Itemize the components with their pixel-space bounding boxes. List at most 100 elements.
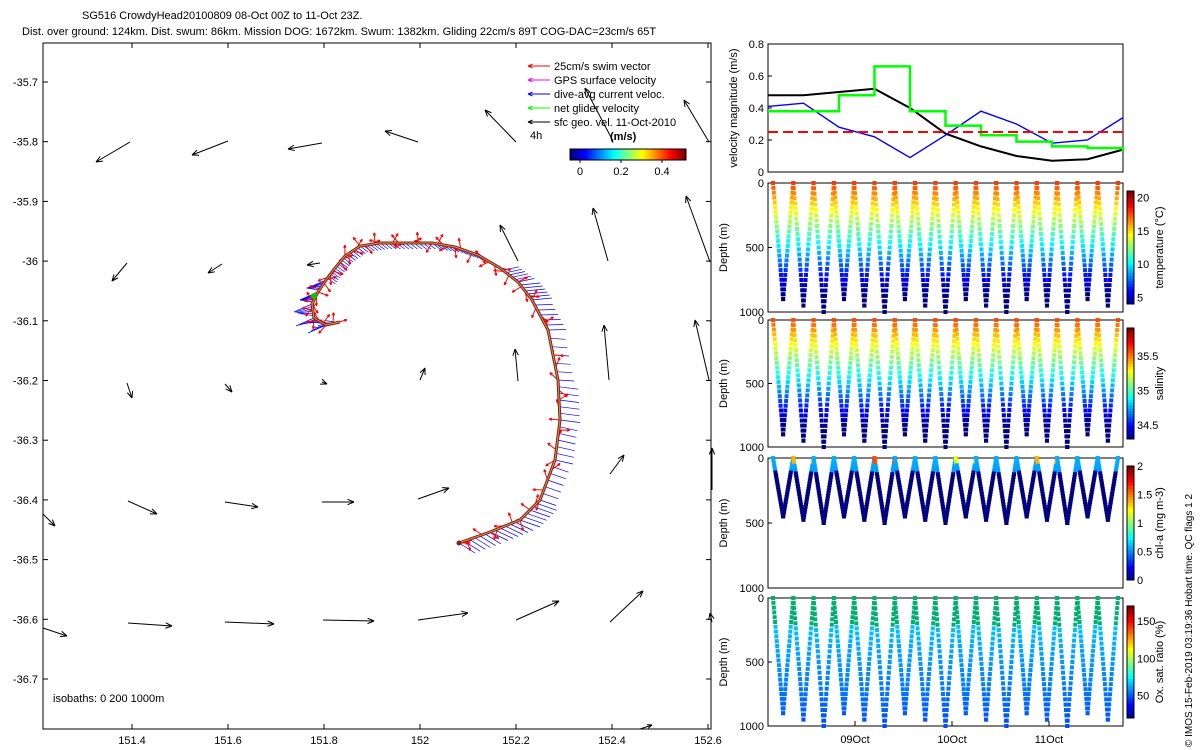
temperature-point (995, 197, 1000, 202)
chla-point (866, 492, 871, 497)
salinity-point (1083, 408, 1088, 413)
colorbar-cell (590, 149, 593, 160)
oxygen-point (799, 697, 804, 702)
oxygen-point (781, 706, 786, 711)
chla-point (880, 510, 885, 515)
salinity-point (825, 397, 830, 402)
temperature-point (846, 248, 851, 253)
oxygen-point (817, 676, 822, 680)
salinity-point (836, 375, 841, 380)
colorbar-tick-label: 0.2 (613, 166, 628, 178)
chla-point (881, 512, 886, 517)
salinity-point (892, 318, 897, 322)
colorbar-cell (594, 149, 597, 160)
geo-velocity-arrow (384, 129, 419, 143)
oxygen-point (1044, 717, 1049, 722)
temperature-point (804, 267, 809, 272)
salinity-point (784, 394, 789, 399)
oxygen-point (917, 651, 922, 656)
salinity-point (927, 388, 932, 393)
temperature-point (893, 190, 898, 195)
colorbar-cell (632, 149, 635, 160)
oxygen-point (793, 621, 798, 626)
chla-point (1077, 470, 1082, 475)
oxygen-point (796, 661, 801, 666)
oxygen-point (962, 696, 967, 701)
oxygen-point (899, 672, 904, 677)
chla-point (844, 502, 849, 507)
oxygen-point (863, 702, 868, 707)
temperature-point (1100, 242, 1105, 247)
temperature-point (1051, 221, 1056, 226)
oxygen-cbar-cell (1127, 634, 1134, 638)
chla-point (799, 507, 804, 512)
temperature-point (1019, 234, 1024, 239)
salinity-point (778, 403, 783, 408)
temperature-point (827, 234, 832, 239)
salinity-point (1066, 429, 1071, 434)
salinity-point (808, 353, 813, 358)
chla-point (1101, 489, 1106, 494)
chla-point (891, 466, 896, 471)
temperature-point (951, 202, 956, 207)
oxygen-point (1048, 672, 1053, 676)
temperature-point (1045, 293, 1050, 298)
temperature-point (793, 206, 798, 211)
chla-point (816, 485, 821, 490)
temperature-point (1009, 245, 1014, 250)
salinity-point (1111, 368, 1116, 373)
chla-point (966, 497, 971, 502)
salinity-point (855, 363, 860, 368)
salinity-point (1036, 333, 1041, 338)
chla-point (859, 499, 864, 504)
chla-point (1078, 473, 1083, 478)
swim-vector (532, 488, 544, 492)
temperature-point (1114, 196, 1119, 201)
oxygen-point (1012, 622, 1017, 627)
temperature-point (855, 221, 860, 226)
oxygen-point (886, 676, 891, 680)
salinity-point (1035, 323, 1040, 328)
temperature-point (1040, 247, 1045, 252)
salinity-point (1006, 423, 1011, 428)
temperature-point (834, 210, 839, 215)
oxygen-point (1019, 653, 1024, 658)
oxygen-point (1049, 666, 1054, 671)
salinity-point (935, 344, 940, 349)
salinity-point (1045, 428, 1050, 433)
chla-point (1093, 468, 1098, 473)
chla-point (852, 456, 857, 460)
oxygen-point (898, 663, 903, 668)
oxygen-point (904, 696, 909, 701)
temperature-point (1068, 267, 1073, 271)
chla-point (845, 495, 850, 499)
oxygen-point (1000, 676, 1005, 680)
salinity-point (796, 383, 801, 388)
oxygen-point (1073, 617, 1078, 622)
salinity-point (812, 323, 817, 328)
salinity-point (948, 376, 953, 381)
temperature-point (880, 288, 885, 293)
salinity-point (1090, 375, 1095, 380)
chla-point (1025, 512, 1030, 517)
salinity-point (1027, 398, 1032, 403)
chla-point (888, 483, 893, 488)
salinity-point (817, 386, 822, 391)
temperature-point (880, 283, 885, 288)
temperature-point (920, 272, 925, 277)
salinity-point (877, 376, 882, 381)
oxygen-point (823, 702, 828, 707)
map-xtick-label: 152.4 (598, 735, 626, 747)
chla-point (871, 463, 876, 468)
temperature-point (1115, 191, 1120, 196)
chla-point (883, 512, 888, 517)
oxygen-point (880, 702, 885, 707)
salinity-point (846, 384, 851, 389)
chla-point (803, 504, 808, 509)
chla-point (825, 499, 830, 504)
temperature-point (805, 252, 810, 257)
oxygen-point (1096, 611, 1101, 616)
chla-cbar-tick-label: 2 (1137, 461, 1143, 473)
chla-point (910, 468, 915, 473)
salinity-point (781, 432, 786, 437)
